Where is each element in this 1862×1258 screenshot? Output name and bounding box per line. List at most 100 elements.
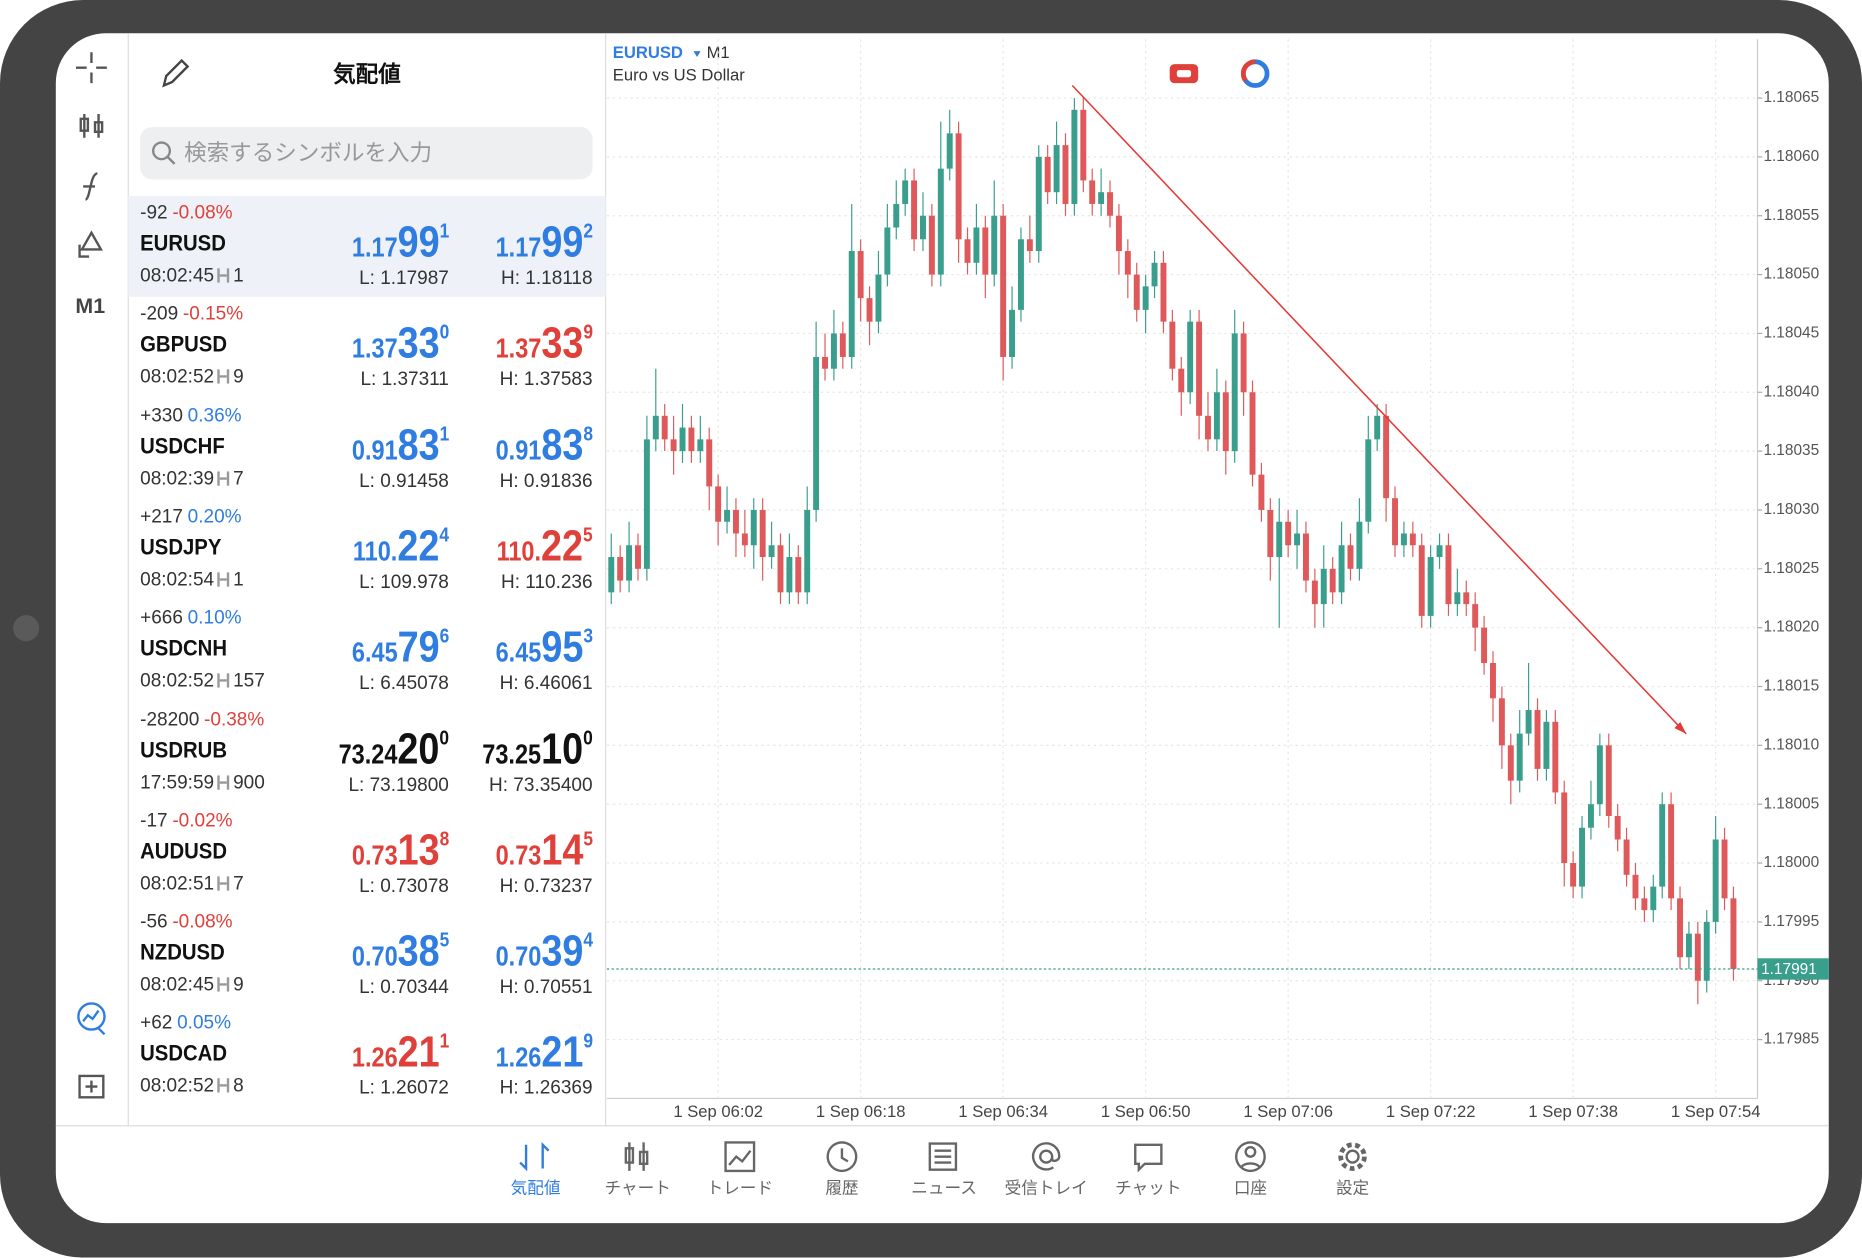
nav-label[interactable]: 履歴 — [825, 1178, 859, 1197]
candle-body — [1302, 533, 1309, 581]
ask-price: 6.45953 — [495, 622, 592, 672]
change-points: +62 — [140, 1013, 173, 1034]
bid-price: 1.37330 — [351, 319, 448, 369]
quote-row[interactable]: -92 -0.08% EURUSD 08:02:45 1 1.17991 1.17992 L:… — [128, 195, 606, 297]
quote-row[interactable]: +330 0.36% USDCHF 08:02:39 7 0.91831 0.91838 L:… — [128, 399, 605, 500]
candle-body — [857, 251, 864, 299]
bid-price: 6.45796 — [351, 622, 448, 672]
symbol: USDRUB — [140, 738, 227, 763]
symbol: USDCAD — [140, 1041, 227, 1067]
ask-prefix: 6.45 — [495, 636, 541, 668]
bid-price: 1.26211 — [351, 1028, 448, 1078]
candle-body — [1730, 898, 1737, 969]
candle-body — [1525, 710, 1532, 734]
nav-icon[interactable] — [826, 1141, 858, 1173]
bid-point: 6 — [439, 624, 449, 648]
nav-label[interactable]: 設定 — [1335, 1178, 1370, 1197]
nav-label[interactable]: チャット — [1115, 1178, 1182, 1197]
crosshair-icon[interactable] — [76, 52, 107, 84]
spread-icon — [217, 673, 230, 688]
change-points: +330 — [140, 405, 183, 426]
nav-icon[interactable] — [519, 1141, 550, 1172]
candle-body — [1017, 239, 1024, 310]
nav-label[interactable]: チャート — [604, 1178, 671, 1197]
bid-prefix: 1.37 — [351, 332, 398, 364]
timeframe-button[interactable]: M1 — [75, 294, 105, 318]
change-percent: -0.38% — [204, 709, 265, 730]
ask-prefix: 0.91 — [495, 434, 541, 466]
nav-label[interactable]: 気配値 — [510, 1178, 561, 1197]
nav-label[interactable]: トレード — [706, 1178, 774, 1197]
x-tick-label: 1 Sep 06:18 — [816, 1102, 906, 1121]
search-icon — [166, 155, 176, 165]
quote-row[interactable]: +666 0.10% USDCNH 08:02:52 157 6.45796 6.45953… — [128, 601, 605, 702]
candle-body — [1409, 533, 1416, 546]
high: H: 1.18118 — [501, 268, 593, 289]
candle-body — [635, 545, 641, 569]
bid-prefix: 6.45 — [351, 636, 398, 668]
y-tick-label: 1.18030 — [1763, 501, 1819, 518]
nav-label[interactable]: ニュース — [911, 1178, 977, 1197]
trade-icon[interactable] — [82, 1009, 106, 1036]
quote-row[interactable]: +62 0.05% USDCAD 08:02:52 8 1.26211 1.26219 L: … — [128, 1006, 605, 1107]
spread: 9 — [233, 975, 244, 996]
nav-label[interactable]: 口座 — [1233, 1178, 1268, 1197]
spread: 1 — [233, 266, 244, 287]
candle-body — [1311, 580, 1318, 605]
chart-type-icon[interactable] — [79, 114, 104, 138]
candle-body — [1365, 439, 1372, 522]
candle-body — [1026, 239, 1033, 252]
candle-body — [1605, 745, 1612, 816]
low: L: 1.26072 — [359, 1078, 449, 1099]
candle-body — [1035, 156, 1042, 252]
bid-price: 0.91831 — [351, 420, 448, 470]
candle-body — [866, 298, 873, 322]
quote-row[interactable]: -28200 -0.38% USDRUB 17:59:59 900 73.24200 73.… — [128, 702, 605, 803]
add-icon[interactable] — [78, 1074, 105, 1099]
candle-body — [1276, 521, 1283, 558]
spread-icon — [217, 977, 230, 992]
candle-body — [1338, 545, 1345, 593]
candle-body — [1347, 545, 1354, 569]
nav-icon[interactable] — [724, 1141, 756, 1173]
spread-icon — [217, 369, 230, 384]
symbol-dropdown — [693, 51, 701, 57]
chart-description: Euro vs US Dollar — [613, 65, 745, 84]
quote-row[interactable]: -17 -0.02% AUDUSD 08:02:51 7 0.73138 0.73145 L:… — [128, 804, 605, 905]
search-box[interactable] — [140, 127, 593, 180]
nav-label[interactable]: 受信トレイ — [1004, 1178, 1088, 1197]
nav-icon[interactable] — [624, 1142, 649, 1171]
candle-body — [1552, 721, 1559, 793]
candle-body — [715, 486, 722, 522]
candle-body — [1213, 392, 1220, 440]
quote-time: 17:59:59 900 — [140, 772, 265, 793]
nav-icons — [519, 1141, 1367, 1173]
candle-body — [1614, 815, 1621, 840]
edit-icon[interactable] — [162, 58, 190, 88]
objects-icon[interactable] — [78, 230, 103, 258]
candle-body — [786, 557, 793, 593]
spread: 900 — [233, 772, 265, 793]
quote-row[interactable]: +217 0.20% USDJPY 08:02:54 1 110.224 110.225 L:… — [128, 500, 605, 601]
candle-body — [884, 227, 891, 275]
trade-icon[interactable] — [77, 1002, 106, 1031]
quote-row[interactable]: -56 -0.08% NZDUSD 08:02:45 9 0.70385 0.70394 L:… — [128, 905, 605, 1006]
nav-icon[interactable] — [928, 1142, 958, 1171]
low: L: 6.45078 — [359, 673, 449, 694]
ask-price: 110.225 — [496, 521, 592, 571]
candle-body — [768, 545, 775, 558]
ask-point: 0 — [582, 726, 593, 749]
nav-icon[interactable] — [1235, 1141, 1266, 1173]
candle-body — [1481, 627, 1488, 663]
indicator-icon[interactable] — [83, 172, 98, 201]
candle-body — [1222, 392, 1229, 452]
candle-body — [1490, 662, 1496, 699]
low: L: 109.978 — [359, 572, 449, 593]
quote-row[interactable]: -209 -0.15% GBPUSD 08:02:52 9 1.37330 1.37339 L… — [128, 297, 605, 398]
spread: 8 — [233, 1076, 244, 1097]
nav-icon[interactable] — [1345, 1149, 1360, 1164]
nav-icon[interactable] — [1134, 1143, 1163, 1173]
y-tick-label: 1.18055 — [1763, 207, 1819, 224]
